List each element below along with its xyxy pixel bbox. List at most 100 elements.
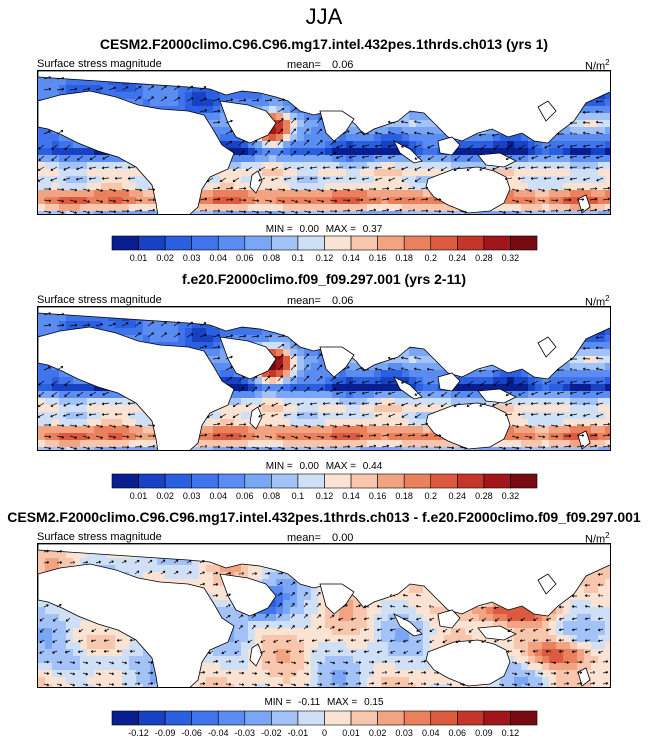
wind-vector <box>147 188 156 192</box>
wind-vector <box>427 402 435 407</box>
wind-vector <box>556 177 565 181</box>
field-cell <box>318 363 326 371</box>
field-cell <box>297 134 305 142</box>
field-cell <box>87 398 95 406</box>
field-cell <box>367 190 375 198</box>
field-cell <box>227 447 235 450</box>
field-cell <box>38 419 46 427</box>
wind-vector <box>563 424 572 428</box>
field-cell <box>115 328 123 336</box>
wind-vector <box>296 177 305 181</box>
wind-vector <box>316 376 323 382</box>
field-cell <box>577 356 585 364</box>
field-cell <box>304 419 312 427</box>
field-cell <box>38 600 46 608</box>
field-cell <box>591 572 599 580</box>
field-cell <box>297 391 305 399</box>
field-cell <box>227 134 235 142</box>
field-cell <box>591 405 599 413</box>
field-cell <box>381 141 389 149</box>
field-cell <box>136 183 144 191</box>
wind-vector <box>76 391 84 397</box>
field-cell <box>605 148 610 156</box>
field-cell <box>220 204 228 212</box>
wind-vector <box>576 434 585 437</box>
field-cell <box>430 197 438 205</box>
field-cell <box>346 134 354 142</box>
field-cell <box>346 607 354 615</box>
field-cell <box>514 148 522 156</box>
wind-vector <box>290 353 297 360</box>
wind-vector <box>329 199 338 203</box>
field-cell <box>87 433 95 441</box>
field-cell <box>605 412 610 420</box>
field-cell <box>227 204 235 212</box>
field-cell <box>507 384 515 392</box>
wind-vector <box>335 177 344 180</box>
field-cell <box>80 551 88 559</box>
field-cell <box>241 155 249 163</box>
wind-vector <box>108 86 116 91</box>
field-cell <box>276 141 284 149</box>
field-cell <box>409 440 417 448</box>
field-cell <box>430 433 438 441</box>
wind-vector <box>51 144 58 150</box>
field-cell <box>430 398 438 406</box>
field-cell <box>318 440 326 448</box>
field-cell <box>129 440 137 448</box>
field-cell <box>332 169 340 177</box>
field-cell <box>423 211 431 214</box>
wind-vector <box>595 100 604 103</box>
field-cell <box>514 412 522 420</box>
field-cell <box>472 148 480 156</box>
field-cell <box>528 440 536 448</box>
field-cell <box>346 148 354 156</box>
wind-vector <box>602 197 610 201</box>
field-cell <box>38 141 46 149</box>
field-cell <box>325 405 333 413</box>
wind-vector <box>303 446 312 450</box>
field-cell <box>528 426 536 434</box>
field-cell <box>87 321 95 329</box>
field-cell <box>563 419 571 427</box>
field-cell <box>563 363 571 371</box>
field-cell <box>584 405 592 413</box>
field-cell <box>248 405 256 413</box>
field-cell <box>416 134 424 142</box>
field-cell <box>395 433 403 441</box>
field-cell <box>311 440 319 448</box>
field-cell <box>570 384 578 392</box>
field-cell <box>339 447 347 450</box>
field-cell <box>136 169 144 177</box>
field-cell <box>591 141 599 149</box>
field-cell <box>374 600 382 608</box>
wind-vector <box>43 435 52 439</box>
field-cell <box>143 572 151 580</box>
field-cell <box>353 391 361 399</box>
field-cell <box>584 176 592 184</box>
wind-vector <box>212 356 221 360</box>
field-cell <box>374 377 382 385</box>
field-cell <box>143 99 151 107</box>
field-cell <box>514 162 522 170</box>
wind-vector <box>374 391 383 395</box>
field-cell <box>94 321 102 329</box>
field-cell <box>283 106 291 114</box>
field-cell <box>346 183 354 191</box>
field-cell <box>451 398 459 406</box>
field-cell <box>318 391 326 399</box>
field-cell <box>213 342 221 350</box>
wind-vector <box>238 334 247 338</box>
field-cell <box>220 565 228 573</box>
wind-vector <box>160 85 167 91</box>
field-cell <box>465 391 473 399</box>
field-cell <box>290 419 298 427</box>
wind-vector <box>582 131 591 135</box>
field-cell <box>416 370 424 378</box>
field-cell <box>591 398 599 406</box>
field-cell <box>129 169 137 177</box>
field-cell <box>297 440 305 448</box>
field-cell <box>80 148 88 156</box>
field-cell <box>507 377 515 385</box>
field-cell <box>262 155 270 163</box>
